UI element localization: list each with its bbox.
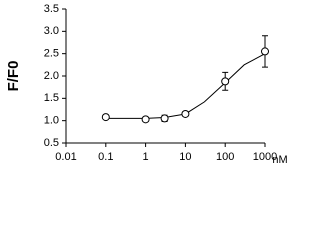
- data-point: [181, 109, 190, 118]
- x-tick-label: 1000: [253, 151, 277, 163]
- fit-curve: [105, 53, 266, 119]
- data-point: [261, 47, 269, 56]
- data-point: [160, 114, 169, 123]
- y-tick-label: 1.5: [44, 92, 59, 104]
- x-tick-label: 0.01: [55, 151, 76, 163]
- page: {"chart_data": {"type": "scatter", "y_la…: [4, 2, 288, 166]
- data-point: [141, 115, 150, 124]
- y-axis-label: F/F0: [5, 61, 22, 92]
- y-tick-label: 3.0: [44, 25, 59, 37]
- x-tick-label: 0.1: [98, 151, 113, 163]
- x-tick-label: 10: [179, 151, 191, 163]
- data-point: [101, 113, 110, 122]
- x-tick-label: 100: [216, 151, 234, 163]
- y-tick-label: 3.5: [44, 3, 59, 15]
- data-point: [221, 77, 230, 86]
- x-tick-label: 1: [143, 151, 149, 163]
- x-unit: nM: [272, 154, 287, 166]
- y-tick-label: 2.5: [44, 48, 59, 60]
- y-tick-label: 0.5: [44, 137, 59, 149]
- y-tick-label: 1.0: [44, 115, 59, 127]
- y-tick-label: 2.0: [44, 70, 59, 82]
- chart: F/F0 nM 0.5 1.0 1.5 2.0 2.5 3.0 3.5 0.01 0.1 1 10 1…: [5, 3, 288, 166]
